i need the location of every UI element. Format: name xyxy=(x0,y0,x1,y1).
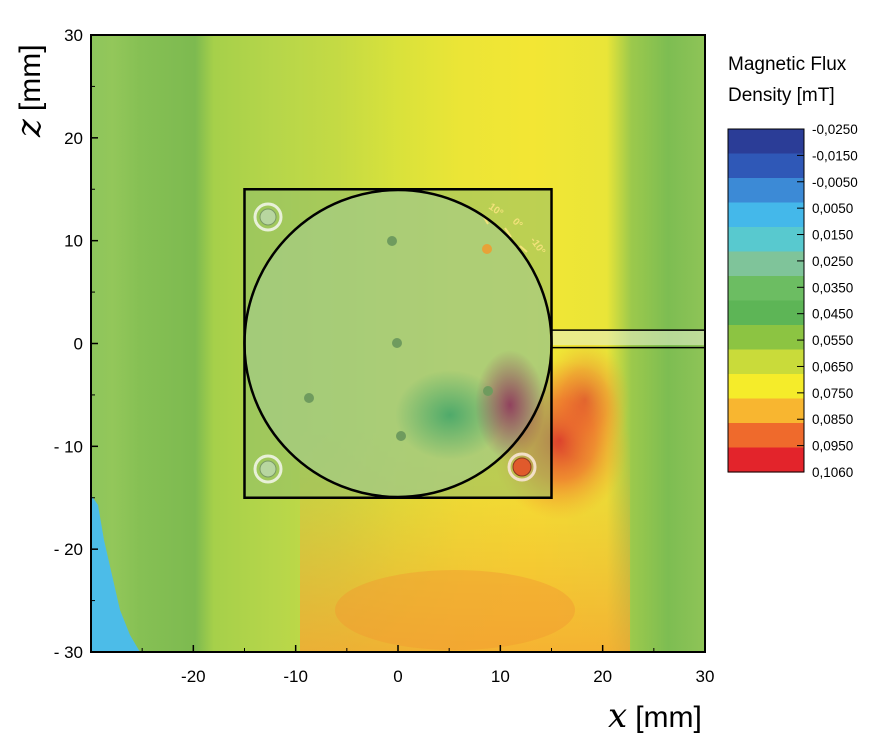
colorbar-swatch xyxy=(728,398,804,424)
colorbar-label: 0,0350 xyxy=(812,280,853,295)
colorbar-label: 0,1060 xyxy=(812,465,853,480)
y-tick-label: 0 xyxy=(74,335,83,354)
y-tick-label: - 20 xyxy=(54,540,83,559)
colorbar-label: -0,0250 xyxy=(812,122,858,137)
x-tick-label: 10 xyxy=(491,667,510,686)
colorbar-swatch xyxy=(728,423,804,449)
screw-bottom-left xyxy=(253,454,283,484)
colorbar-swatch xyxy=(728,374,804,400)
colorbar-swatch xyxy=(728,251,804,277)
colorbar-swatch xyxy=(728,276,804,302)
x-tick-label: 20 xyxy=(593,667,612,686)
marker-dot xyxy=(483,386,493,396)
screw-bottom-right xyxy=(507,452,537,482)
colorbar-label: 0,0550 xyxy=(812,333,853,348)
y-axis-variable: z xyxy=(9,118,49,138)
x-tick-label: 0 xyxy=(393,667,402,686)
marker-dot xyxy=(482,244,492,254)
x-tick-label: -10 xyxy=(283,667,308,686)
x-axis-unit: [mm] xyxy=(635,701,702,734)
y-tick-label: - 30 xyxy=(54,643,83,662)
colorbar-title-line-2: Density [mT] xyxy=(728,85,835,106)
colorbar-swatch xyxy=(728,325,804,351)
y-tick-label: 20 xyxy=(64,129,83,148)
colorbar-title-line-1: Magnetic Flux xyxy=(728,54,847,75)
colorbar-swatch xyxy=(728,447,804,473)
colorbar-label: 0,0050 xyxy=(812,201,853,216)
x-axis: -20 -10 0 10 20 30 xyxy=(141,645,715,686)
low-field-region xyxy=(91,495,140,652)
y-tick-label: 10 xyxy=(64,232,83,251)
colorbar-label: 0,0650 xyxy=(812,359,853,374)
colorbar-swatch xyxy=(728,178,804,204)
colorbar-label: 0,0250 xyxy=(812,254,853,269)
colorbar-label: 0,0150 xyxy=(812,228,853,243)
colorbar-label: 0,0450 xyxy=(812,307,853,322)
colorbar-frame xyxy=(727,128,805,473)
colorbar-label: -0,0050 xyxy=(812,175,858,190)
colorbar-swatch xyxy=(728,300,804,326)
colorbar-label: 0,0750 xyxy=(812,386,853,401)
marker-dot xyxy=(387,236,397,246)
y-axis-label: z [mm] xyxy=(9,44,49,138)
colorbar-swatch xyxy=(728,349,804,375)
marker-dot xyxy=(396,431,406,441)
colorbar-swatch xyxy=(728,227,804,253)
colorbar-swatch xyxy=(728,153,804,179)
colorbar-label: 0,0850 xyxy=(812,412,853,427)
x-axis-label: x [mm] xyxy=(608,696,702,736)
y-axis-unit: [mm] xyxy=(14,44,47,111)
colorbar-label: -0,0150 xyxy=(812,148,858,163)
marker-dot xyxy=(304,393,314,403)
colorbar-swatch xyxy=(728,129,804,155)
colorbar-swatch xyxy=(728,202,804,228)
x-tick-label: 30 xyxy=(696,667,715,686)
marker-dot xyxy=(392,338,402,348)
channel-fill xyxy=(550,330,705,345)
y-axis: 30 20 10 0 - 10 - 20 - 30 xyxy=(54,26,98,662)
colorbar-label: 0,0950 xyxy=(812,439,853,454)
y-tick-label: 30 xyxy=(64,26,83,45)
device-overlay: 10° 0° -10° xyxy=(243,188,706,499)
x-axis-variable: x xyxy=(608,696,627,736)
y-tick-label: - 10 xyxy=(54,437,83,456)
x-tick-label: -20 xyxy=(181,667,206,686)
colorbar: Magnetic Flux Density [mT] -0,0250 -0,015… xyxy=(727,54,858,480)
screw-top-left xyxy=(253,202,283,232)
